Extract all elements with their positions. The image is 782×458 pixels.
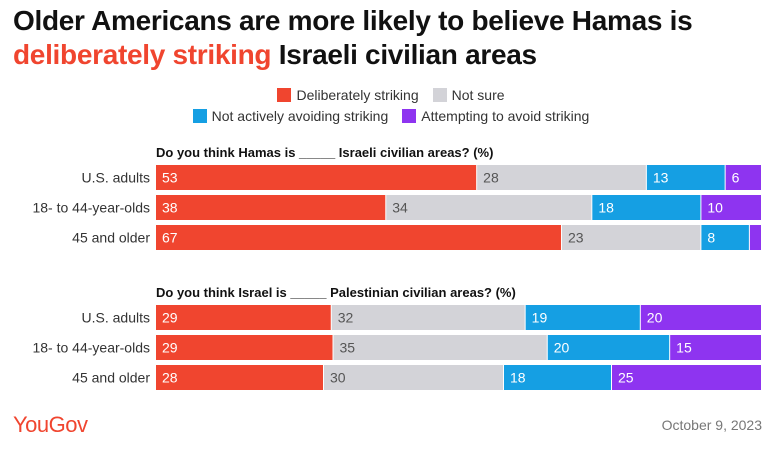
value-label-not-actively-avoiding-striking: 18: [598, 200, 614, 216]
value-label-not-actively-avoiding-striking: 18: [510, 370, 526, 386]
category-label-18-to-44-year-olds: 18- to 44-year-olds: [32, 340, 150, 356]
bar-segment-attempting-to-avoid-striking: [725, 165, 761, 190]
value-label-deliberately-striking: 38: [162, 200, 178, 216]
publication-date: October 9, 2023: [661, 417, 762, 433]
legend-label-deliberately: Deliberately striking: [296, 87, 419, 103]
bar-segment-deliberately-striking: [156, 335, 333, 360]
chart-1-question: Do you think Hamas is _____ Israeli civi…: [156, 145, 493, 160]
category-label-18-to-44-year-olds: 18- to 44-year-olds: [32, 200, 150, 216]
bar-segment-not-sure: [562, 225, 701, 250]
bar-segment-attempting-to-avoid-striking: [701, 195, 761, 220]
title-highlight: deliberately striking: [13, 39, 272, 70]
category-label-45-and-older: 45 and older: [72, 370, 150, 386]
value-label-attempting-to-avoid-striking: 25: [618, 370, 634, 386]
bar-segment-deliberately-striking: [156, 195, 386, 220]
value-label-deliberately-striking: 29: [162, 310, 178, 326]
value-label-not-actively-avoiding-striking: 19: [532, 310, 548, 326]
category-label-45-and-older: 45 and older: [72, 230, 150, 246]
legend-row-1: Deliberately striking Not sure: [0, 87, 782, 103]
value-label-attempting-to-avoid-striking: 15: [676, 340, 692, 356]
value-label-not-actively-avoiding-striking: 13: [653, 170, 669, 186]
value-label-attempting-to-avoid-striking: 20: [647, 310, 663, 326]
bar-segment-attempting-to-avoid-striking: [612, 365, 761, 390]
value-label-not-sure: 35: [340, 340, 356, 356]
bar-segment-not-actively-avoiding-striking: [592, 195, 701, 220]
value-label-not-actively-avoiding-striking: 8: [707, 230, 715, 246]
legend-item-attempting: Attempting to avoid striking: [402, 108, 589, 124]
bar-segment-not-actively-avoiding-striking: [525, 305, 640, 330]
legend-swatch-not-avoiding: [192, 109, 207, 123]
bar-segment-not-sure: [331, 305, 525, 330]
legend-row-2: Not actively avoiding striking Attemptin…: [0, 108, 782, 124]
value-label-not-sure: 32: [338, 310, 354, 326]
value-label-attempting-to-avoid-striking: 6: [732, 170, 740, 186]
bar-segment-deliberately-striking: [156, 305, 331, 330]
value-label-attempting-to-avoid-striking: 10: [707, 200, 723, 216]
category-label-u-s-adults: U.S. adults: [82, 170, 150, 186]
legend-item-not-sure: Not sure: [432, 87, 505, 103]
value-label-deliberately-striking: 28: [162, 370, 178, 386]
legend-swatch-deliberately: [277, 88, 292, 102]
bar-segment-not-sure: [477, 165, 646, 190]
bar-segment-not-actively-avoiding-striking: [701, 225, 749, 250]
bar-segment-deliberately-striking: [156, 365, 323, 390]
value-label-deliberately-striking: 67: [162, 230, 178, 246]
bar-segment-not-actively-avoiding-striking: [547, 335, 670, 360]
chart-title: Older Americans are more likely to belie…: [13, 4, 773, 72]
legend-item-not-avoiding: Not actively avoiding striking: [192, 108, 389, 124]
title-line2-rest: Israeli civilian areas: [271, 39, 537, 70]
value-label-deliberately-striking: 53: [162, 170, 178, 186]
bar-segment-not-actively-avoiding-striking: [646, 165, 725, 190]
legend-item-deliberately: Deliberately striking: [277, 87, 419, 103]
bar-segment-not-sure: [386, 195, 592, 220]
legend-swatch-not-sure: [432, 88, 447, 102]
value-label-not-sure: 23: [568, 230, 584, 246]
value-label-not-sure: 30: [330, 370, 346, 386]
value-label-not-sure: 28: [483, 170, 499, 186]
value-label-deliberately-striking: 29: [162, 340, 178, 356]
title-line1: Older Americans are more likely to belie…: [13, 5, 693, 36]
bar-segment-not-actively-avoiding-striking: [504, 365, 611, 390]
bar-segment-deliberately-striking: [156, 165, 477, 190]
legend-label-attempting: Attempting to avoid striking: [421, 108, 590, 124]
bar-segment-not-sure: [324, 365, 503, 390]
value-label-not-actively-avoiding-striking: 20: [554, 340, 570, 356]
bar-segment-attempting-to-avoid-striking: [749, 225, 761, 250]
chart-2-question: Do you think Israel is _____ Palestinian…: [156, 285, 516, 300]
bar-segment-deliberately-striking: [156, 225, 562, 250]
category-label-u-s-adults: U.S. adults: [82, 310, 150, 326]
yougov-logo: YouGov: [13, 412, 88, 437]
value-label-not-sure: 34: [392, 200, 408, 216]
legend-label-not-sure: Not sure: [451, 87, 505, 103]
legend-swatch-attempting: [402, 109, 417, 123]
legend-label-not-avoiding: Not actively avoiding striking: [211, 108, 389, 124]
bar-segment-attempting-to-avoid-striking: [670, 335, 761, 360]
bar-segment-attempting-to-avoid-striking: [640, 305, 761, 330]
bar-segment-not-sure: [333, 335, 547, 360]
